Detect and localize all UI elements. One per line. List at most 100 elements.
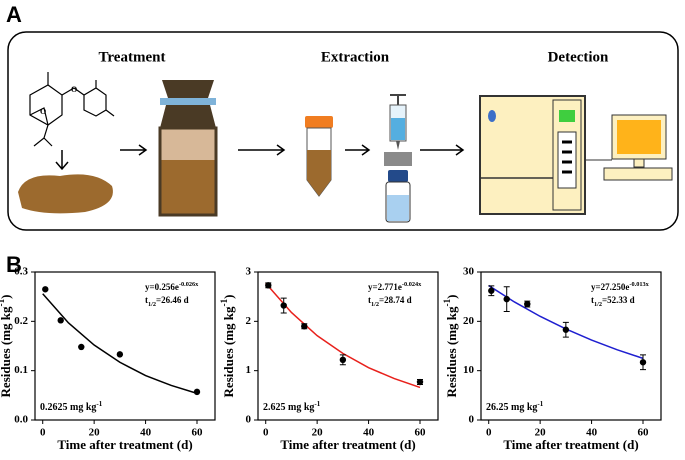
x-tick-label: 40 [140, 427, 152, 439]
equation: y=0.256e-0.026x [145, 281, 199, 292]
data-point [339, 356, 347, 364]
dose-label-part: -1 [537, 400, 543, 408]
molecule: O O [29, 72, 115, 147]
equation-part: y=27.250e [591, 282, 629, 292]
half-life-part: t [368, 295, 371, 305]
x-tick-label: 20 [89, 427, 101, 439]
y-axis-label: Residues (mg kg-1) [0, 295, 13, 398]
y-tick-label: 0 [246, 414, 252, 426]
y-tick-label: 30 [463, 266, 475, 278]
step-title: Detection [548, 49, 609, 65]
half-life: t1/2=52.33 d [591, 295, 635, 308]
data-point [116, 351, 124, 358]
half-life: t1/2=26.46 d [145, 295, 189, 308]
fit-curve [42, 293, 198, 395]
y-axis-label-part: Residues (mg kg [0, 306, 13, 398]
x-tick-label: 60 [192, 427, 204, 439]
equation: y=27.250e-0.013x [591, 281, 650, 292]
x-tick-label: 60 [415, 427, 427, 439]
data-point [265, 282, 272, 289]
fit-curve [265, 282, 421, 389]
dose-label-part: 0.2625 mg kg [40, 402, 96, 413]
half-life: t1/2=28.74 d [368, 295, 412, 308]
step-title: Extraction [321, 49, 390, 65]
y-axis-label-part: Residues (mg kg [221, 306, 236, 398]
dose-label: 26.25 mg kg-1 [486, 400, 544, 414]
data-point [78, 343, 85, 351]
svg-text:O: O [71, 85, 77, 94]
y-axis-label: Residues (mg kg-1) [219, 295, 236, 398]
data-point [193, 388, 201, 396]
jar [158, 80, 218, 217]
arrow [120, 144, 148, 156]
cartridge [384, 94, 412, 223]
half-life-part: =26.46 d [156, 295, 189, 305]
half-life-part: 1/2 [371, 301, 379, 308]
half-life-part: 1/2 [148, 301, 156, 308]
x-axis-label: Time after treatment (d) [57, 437, 192, 452]
equation-part: y=0.256e [145, 282, 179, 292]
data-point [562, 326, 570, 333]
dose-label: 2.625 mg kg-1 [263, 400, 321, 414]
data-point [57, 317, 64, 324]
data-point [416, 378, 424, 386]
plot-frame [480, 271, 662, 421]
equation-part: y=2.771e [368, 282, 402, 292]
plot-frame [34, 271, 216, 421]
y-axis-label-part: Residues (mg kg [444, 306, 459, 398]
y-axis-label: Residues (mg kg-1) [442, 295, 459, 398]
x-tick-label: 20 [535, 427, 547, 439]
step-title: Treatment [99, 49, 166, 65]
y-tick-label: 1 [246, 364, 252, 376]
dose-label-part: -1 [314, 400, 320, 408]
x-tick-label: 0 [40, 427, 46, 439]
y-axis-label-part: ) [444, 295, 459, 299]
equation-part: -0.013x [629, 281, 649, 288]
panel-label: A [6, 2, 22, 27]
equation-part: -0.024x [402, 281, 422, 288]
instrument [479, 95, 673, 215]
x-tick-label: 20 [312, 427, 324, 439]
y-axis-label-part: ) [221, 295, 236, 299]
soil [18, 174, 113, 214]
x-tick-label: 0 [263, 427, 269, 439]
half-life-part: 1/2 [594, 301, 602, 308]
data-point [639, 359, 647, 366]
y-tick-label: 2 [246, 315, 252, 327]
y-tick-label: 0.2 [14, 315, 28, 327]
data-point [488, 287, 495, 294]
svg-text:O: O [40, 107, 46, 116]
arrow [55, 150, 69, 171]
arrow [345, 144, 371, 156]
panel-a-frame [7, 31, 679, 231]
panel-label: B [6, 252, 22, 277]
half-life-part: =28.74 d [379, 295, 412, 305]
data-point [524, 300, 531, 308]
y-tick-label: 0.0 [14, 414, 28, 426]
x-tick-label: 60 [638, 427, 650, 439]
equation: y=2.771e-0.024x [368, 281, 422, 292]
dose-label-part: -1 [96, 400, 102, 408]
data-point [42, 286, 49, 293]
y-tick-label: 3 [246, 266, 252, 278]
y-tick-label: 20 [463, 315, 475, 327]
equation-part: -0.026x [179, 281, 199, 288]
half-life-part: t [591, 295, 594, 305]
data-point [503, 295, 510, 303]
half-life-part: =52.33 d [602, 295, 635, 305]
y-axis-label-part: ) [0, 295, 13, 299]
y-axis-label-part: -1 [219, 298, 229, 306]
x-tick-label: 40 [363, 427, 375, 439]
data-point [280, 302, 287, 309]
plot-frame [257, 271, 439, 421]
data-point [301, 323, 308, 330]
y-tick-label: 0.3 [14, 266, 28, 278]
x-axis-label: Time after treatment (d) [280, 437, 415, 452]
dose-label: 0.2625 mg kg-1 [40, 400, 103, 414]
dose-label-part: 2.625 mg kg [263, 402, 314, 413]
y-tick-label: 10 [463, 364, 475, 376]
y-axis-label-part: -1 [442, 298, 452, 306]
tube [305, 116, 333, 197]
y-tick-label: 0 [469, 414, 475, 426]
